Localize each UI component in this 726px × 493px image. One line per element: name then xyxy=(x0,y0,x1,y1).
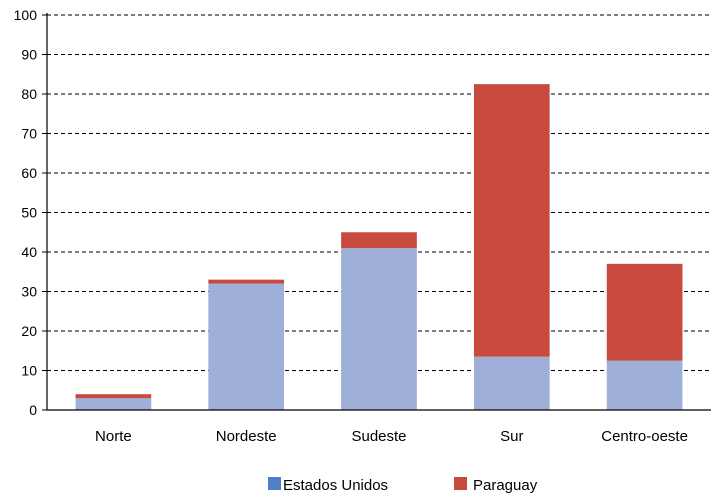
y-tick-label: 100 xyxy=(14,7,38,23)
legend-label: Estados Unidos xyxy=(283,477,388,493)
legend-swatch xyxy=(454,477,467,490)
x-tick-label: Nordeste xyxy=(216,428,277,445)
y-tick-label: 20 xyxy=(21,323,37,339)
bar-estados-unidos xyxy=(208,283,285,410)
y-tick-label: 70 xyxy=(21,126,37,142)
bar-estados-unidos xyxy=(606,360,683,410)
bar-estados-unidos xyxy=(473,356,550,410)
bar-paraguay xyxy=(473,84,550,357)
x-tick-label: Centro-oeste xyxy=(601,428,688,445)
y-tick-label: 10 xyxy=(21,363,37,379)
y-tick-label: 90 xyxy=(21,47,37,63)
bar-estados-unidos xyxy=(75,398,152,410)
legend: Estados Unidos Paraguay xyxy=(268,477,538,493)
legend-label: Paraguay xyxy=(473,477,538,493)
y-axis-ticks: 0 10 20 30 40 50 60 70 80 90 100 xyxy=(14,7,47,418)
y-tick-label: 30 xyxy=(21,284,37,300)
y-tick-label: 80 xyxy=(21,86,37,102)
bar-paraguay xyxy=(75,394,152,399)
y-tick-label: 60 xyxy=(21,165,37,181)
bar-paraguay xyxy=(208,279,285,284)
y-tick-label: 50 xyxy=(21,205,37,221)
y-tick-label: 0 xyxy=(29,402,37,418)
bars xyxy=(75,84,683,410)
x-tick-label: Sur xyxy=(500,428,523,445)
legend-swatch xyxy=(268,477,281,490)
x-tick-label: Norte xyxy=(95,428,132,445)
x-axis-labels: Norte Nordeste Sudeste Sur Centro-oeste xyxy=(95,428,688,445)
x-tick-label: Sudeste xyxy=(351,428,406,445)
bar-paraguay xyxy=(606,263,683,361)
bar-estados-unidos xyxy=(341,248,417,410)
y-tick-label: 40 xyxy=(21,244,37,260)
bar-paraguay xyxy=(341,232,417,249)
